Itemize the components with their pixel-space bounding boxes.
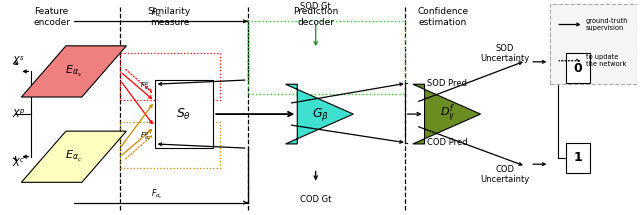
Text: SOD
Uncertainty: SOD Uncertainty [480,44,529,63]
Polygon shape [21,46,126,97]
Text: Confidence
estimation: Confidence estimation [417,8,468,27]
Text: COD Pred: COD Pred [427,138,468,147]
Bar [248,21,406,94]
Text: Prediction
decoder: Prediction decoder [293,8,339,27]
Text: SOD Pred: SOD Pred [427,79,467,88]
Text: Feature
encoder: Feature encoder [33,8,70,27]
Bar [566,53,590,83]
Text: $G_\beta$: $G_\beta$ [312,106,329,123]
Text: ground-truth
supervision: ground-truth supervision [586,18,628,31]
Polygon shape [21,131,126,182]
Text: COD
Uncertainty: COD Uncertainty [480,164,529,184]
Polygon shape [413,84,481,144]
Text: 1: 1 [573,151,582,164]
Text: to update
the network: to update the network [586,54,626,67]
Polygon shape [285,84,353,144]
Bar [120,121,220,169]
Text: $X^s$: $X^s$ [12,55,25,67]
Bar [155,80,213,148]
Text: $F^p_{\alpha_s}$: $F^p_{\alpha_s}$ [140,80,151,93]
Text: $D_\gamma^f$: $D_\gamma^f$ [440,103,455,125]
Text: $F_{\alpha_c}$: $F_{\alpha_c}$ [150,187,163,201]
Text: COD Gt: COD Gt [300,195,332,204]
Text: Similarity
measure: Similarity measure [148,8,191,27]
Text: $E_{\alpha_s}$: $E_{\alpha_s}$ [65,64,83,79]
Text: SOD Gt: SOD Gt [300,2,331,11]
FancyBboxPatch shape [550,4,637,84]
Bar [566,143,590,173]
Text: $F^p_{\alpha_c}$: $F^p_{\alpha_c}$ [140,130,151,143]
Text: 0: 0 [573,62,582,75]
Text: $X^p$: $X^p$ [12,108,26,120]
Text: $E_{\alpha_c}$: $E_{\alpha_c}$ [65,149,83,164]
Bar [120,53,220,100]
Text: $F_{\alpha_s}$: $F_{\alpha_s}$ [151,6,163,20]
Text: $S_\theta$: $S_\theta$ [177,106,191,122]
Text: $X^c$: $X^c$ [12,157,25,169]
